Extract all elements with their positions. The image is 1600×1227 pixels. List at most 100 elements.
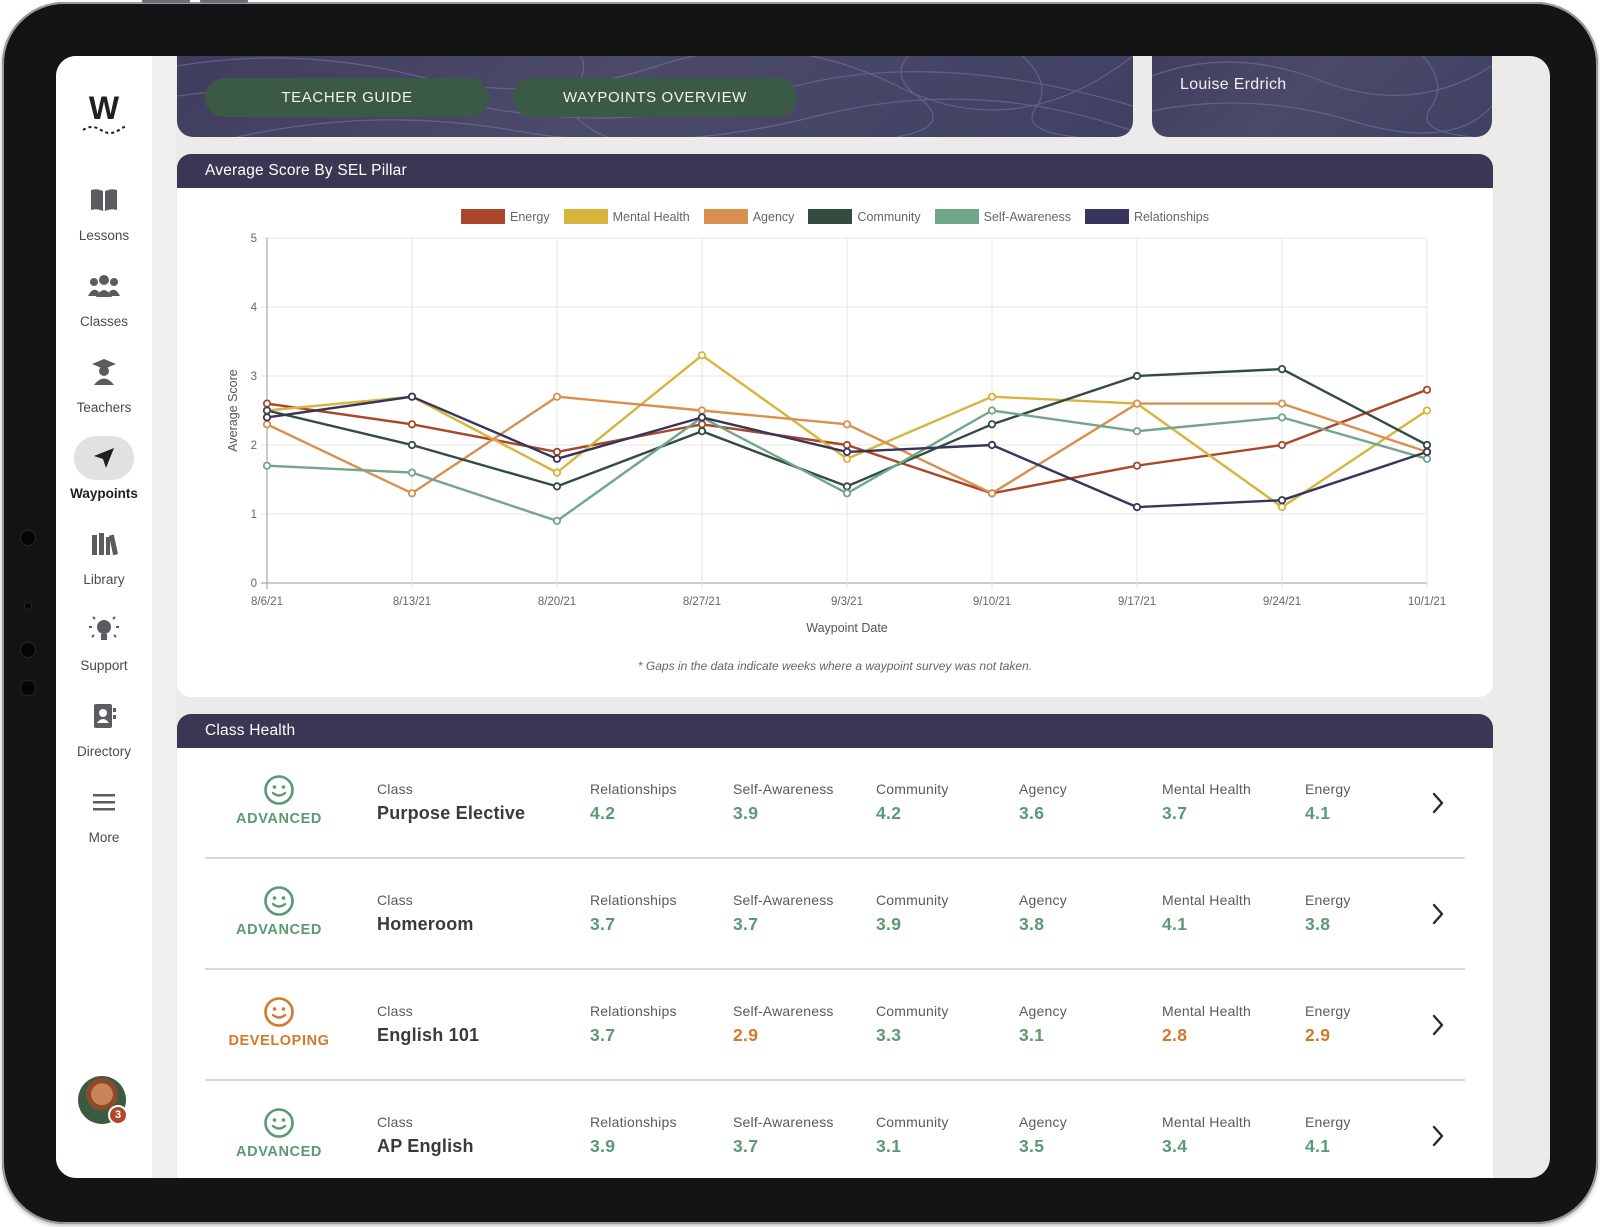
top-button-right [200,0,248,3]
metric-agency: Agency 3.8 [1019,892,1067,935]
legend-item[interactable]: Agency [703,209,795,224]
data-point [1277,502,1287,512]
metric-label: Mental Health [1162,781,1251,797]
status-indicator: ADVANCED [205,774,353,827]
chevron-right-icon[interactable] [1431,1014,1445,1036]
x-tick-label: 10/1/21 [1408,596,1446,608]
y-tick-label: 2 [251,440,257,452]
metric-community: Community 3.3 [876,1003,949,1046]
data-point [1132,399,1142,408]
data-point [1132,371,1142,381]
notification-badge: 3 [108,1105,128,1125]
sidebar-item-label: Lessons [78,228,130,243]
app-logo[interactable]: W [80,92,128,134]
metric-label: Relationships [590,1114,677,1130]
metric-relationships: Relationships 3.7 [590,892,677,935]
data-point [1277,365,1287,374]
metric-value: 3.7 [590,1025,616,1045]
sidebar-item-waypoints[interactable]: Waypoints [56,436,152,501]
legend-swatch [703,209,748,224]
sidebar-item-label: Support [80,658,128,673]
chevron-right-icon[interactable] [1431,1125,1445,1147]
metric-energy: Energy 4.1 [1305,781,1351,824]
data-point [987,489,997,498]
y-tick-label: 4 [251,302,258,314]
x-tick-label: 8/13/21 [393,596,431,608]
chevron-right-icon[interactable] [1431,792,1445,814]
smiley-face-icon [264,1108,294,1138]
metric-value: 3.7 [1162,803,1188,823]
sidebar-item-label: Waypoints [70,486,138,501]
legend-item[interactable]: Energy [460,209,550,224]
legend-label: Relationships [1133,209,1209,224]
class-health-card: Class Health ADVANCED Class Purpose Electi… [177,714,1493,1178]
data-point [552,482,562,491]
data-point [1422,440,1432,450]
data-point [697,351,707,360]
legend-item[interactable]: Self-Awareness [934,209,1071,224]
data-point [697,413,707,422]
sidebar-item-directory[interactable]: Directory [56,694,152,759]
data-point [262,413,272,422]
sidebar-item-more[interactable]: More [56,780,152,845]
class-health-row[interactable]: ADVANCED Class AP English Relationships 3.9 S… [205,1081,1465,1178]
sensor-dot [24,602,32,610]
sidebar-item-classes[interactable]: Classes [56,264,152,329]
data-point [1422,447,1432,456]
data-point [842,420,852,429]
metric-value: 3.6 [1019,803,1045,823]
data-point [1277,496,1287,505]
legend-item[interactable]: Community [808,209,921,224]
legend-label: Agency [752,209,795,224]
metric-value: 3.9 [733,803,759,823]
metric-self-awareness: Self-Awareness 2.9 [733,1003,834,1046]
status-label: ADVANCED [236,811,322,827]
class-health-row[interactable]: ADVANCED Class Purpose Elective Relationshi… [205,748,1465,859]
data-point [842,489,852,498]
library-icon [74,522,134,566]
data-point [552,468,562,477]
sidebar-gutter [152,56,176,1178]
legend-label: Community [857,209,921,224]
sidebar-item-support[interactable]: Support [56,608,152,673]
sidebar-item-lessons[interactable]: Lessons [56,178,152,243]
line-chart: 0 1 2 3 4 5 8/6/21 8/13/21 8/20/21 8/27/21 9/3/21 9… [226,233,1446,635]
class-caption: Class [377,1003,414,1019]
sidebar-item-teachers[interactable]: Teachers [56,350,152,415]
class-caption: Class [377,1114,414,1130]
legend-item[interactable]: Relationships [1084,209,1209,224]
metric-label: Mental Health [1162,1003,1251,1019]
x-tick-label: 9/3/21 [831,596,863,608]
y-tick-label: 1 [251,509,257,521]
data-point [552,392,562,401]
metric-agency: Agency 3.5 [1019,1114,1067,1157]
mic-hole-1 [20,642,36,658]
teacher-icon [74,350,134,394]
metric-label: Agency [1019,1114,1067,1130]
group-icon [74,264,134,308]
class-health-row[interactable]: DEVELOPING Class English 101 Relationships 3… [205,970,1465,1081]
sidebar-item-label: More [88,830,120,845]
metric-mental-health: Mental Health 3.4 [1162,1114,1251,1157]
metric-value: 2.9 [733,1025,759,1045]
chart-footnote: * Gaps in the data indicate weeks where … [637,659,1033,673]
metric-label: Agency [1019,781,1067,797]
data-point [987,420,997,429]
class-health-row[interactable]: ADVANCED Class Homeroom Relationships 3.7 Sel… [205,859,1465,970]
waypoints-overview-button[interactable]: WAYPOINTS OVERVIEW [513,78,797,117]
metric-relationships: Relationships 3.9 [590,1114,677,1157]
x-tick-label: 8/20/21 [538,596,576,608]
legend-item[interactable]: Mental Health [563,209,690,224]
metric-community: Community 3.1 [876,1114,949,1157]
chevron-right-icon[interactable] [1431,903,1445,925]
class-name-cell: Class Purpose Elective [377,781,525,824]
sidebar-item-library[interactable]: Library [56,522,152,587]
metric-value: 4.1 [1162,914,1188,934]
metric-self-awareness: Self-Awareness 3.7 [733,892,834,935]
teacher-guide-button[interactable]: TEACHER GUIDE [205,78,489,117]
book-icon [74,178,134,222]
legend-label: Self-Awareness [983,209,1071,224]
data-point [262,461,272,470]
y-tick-label: 3 [251,371,257,383]
